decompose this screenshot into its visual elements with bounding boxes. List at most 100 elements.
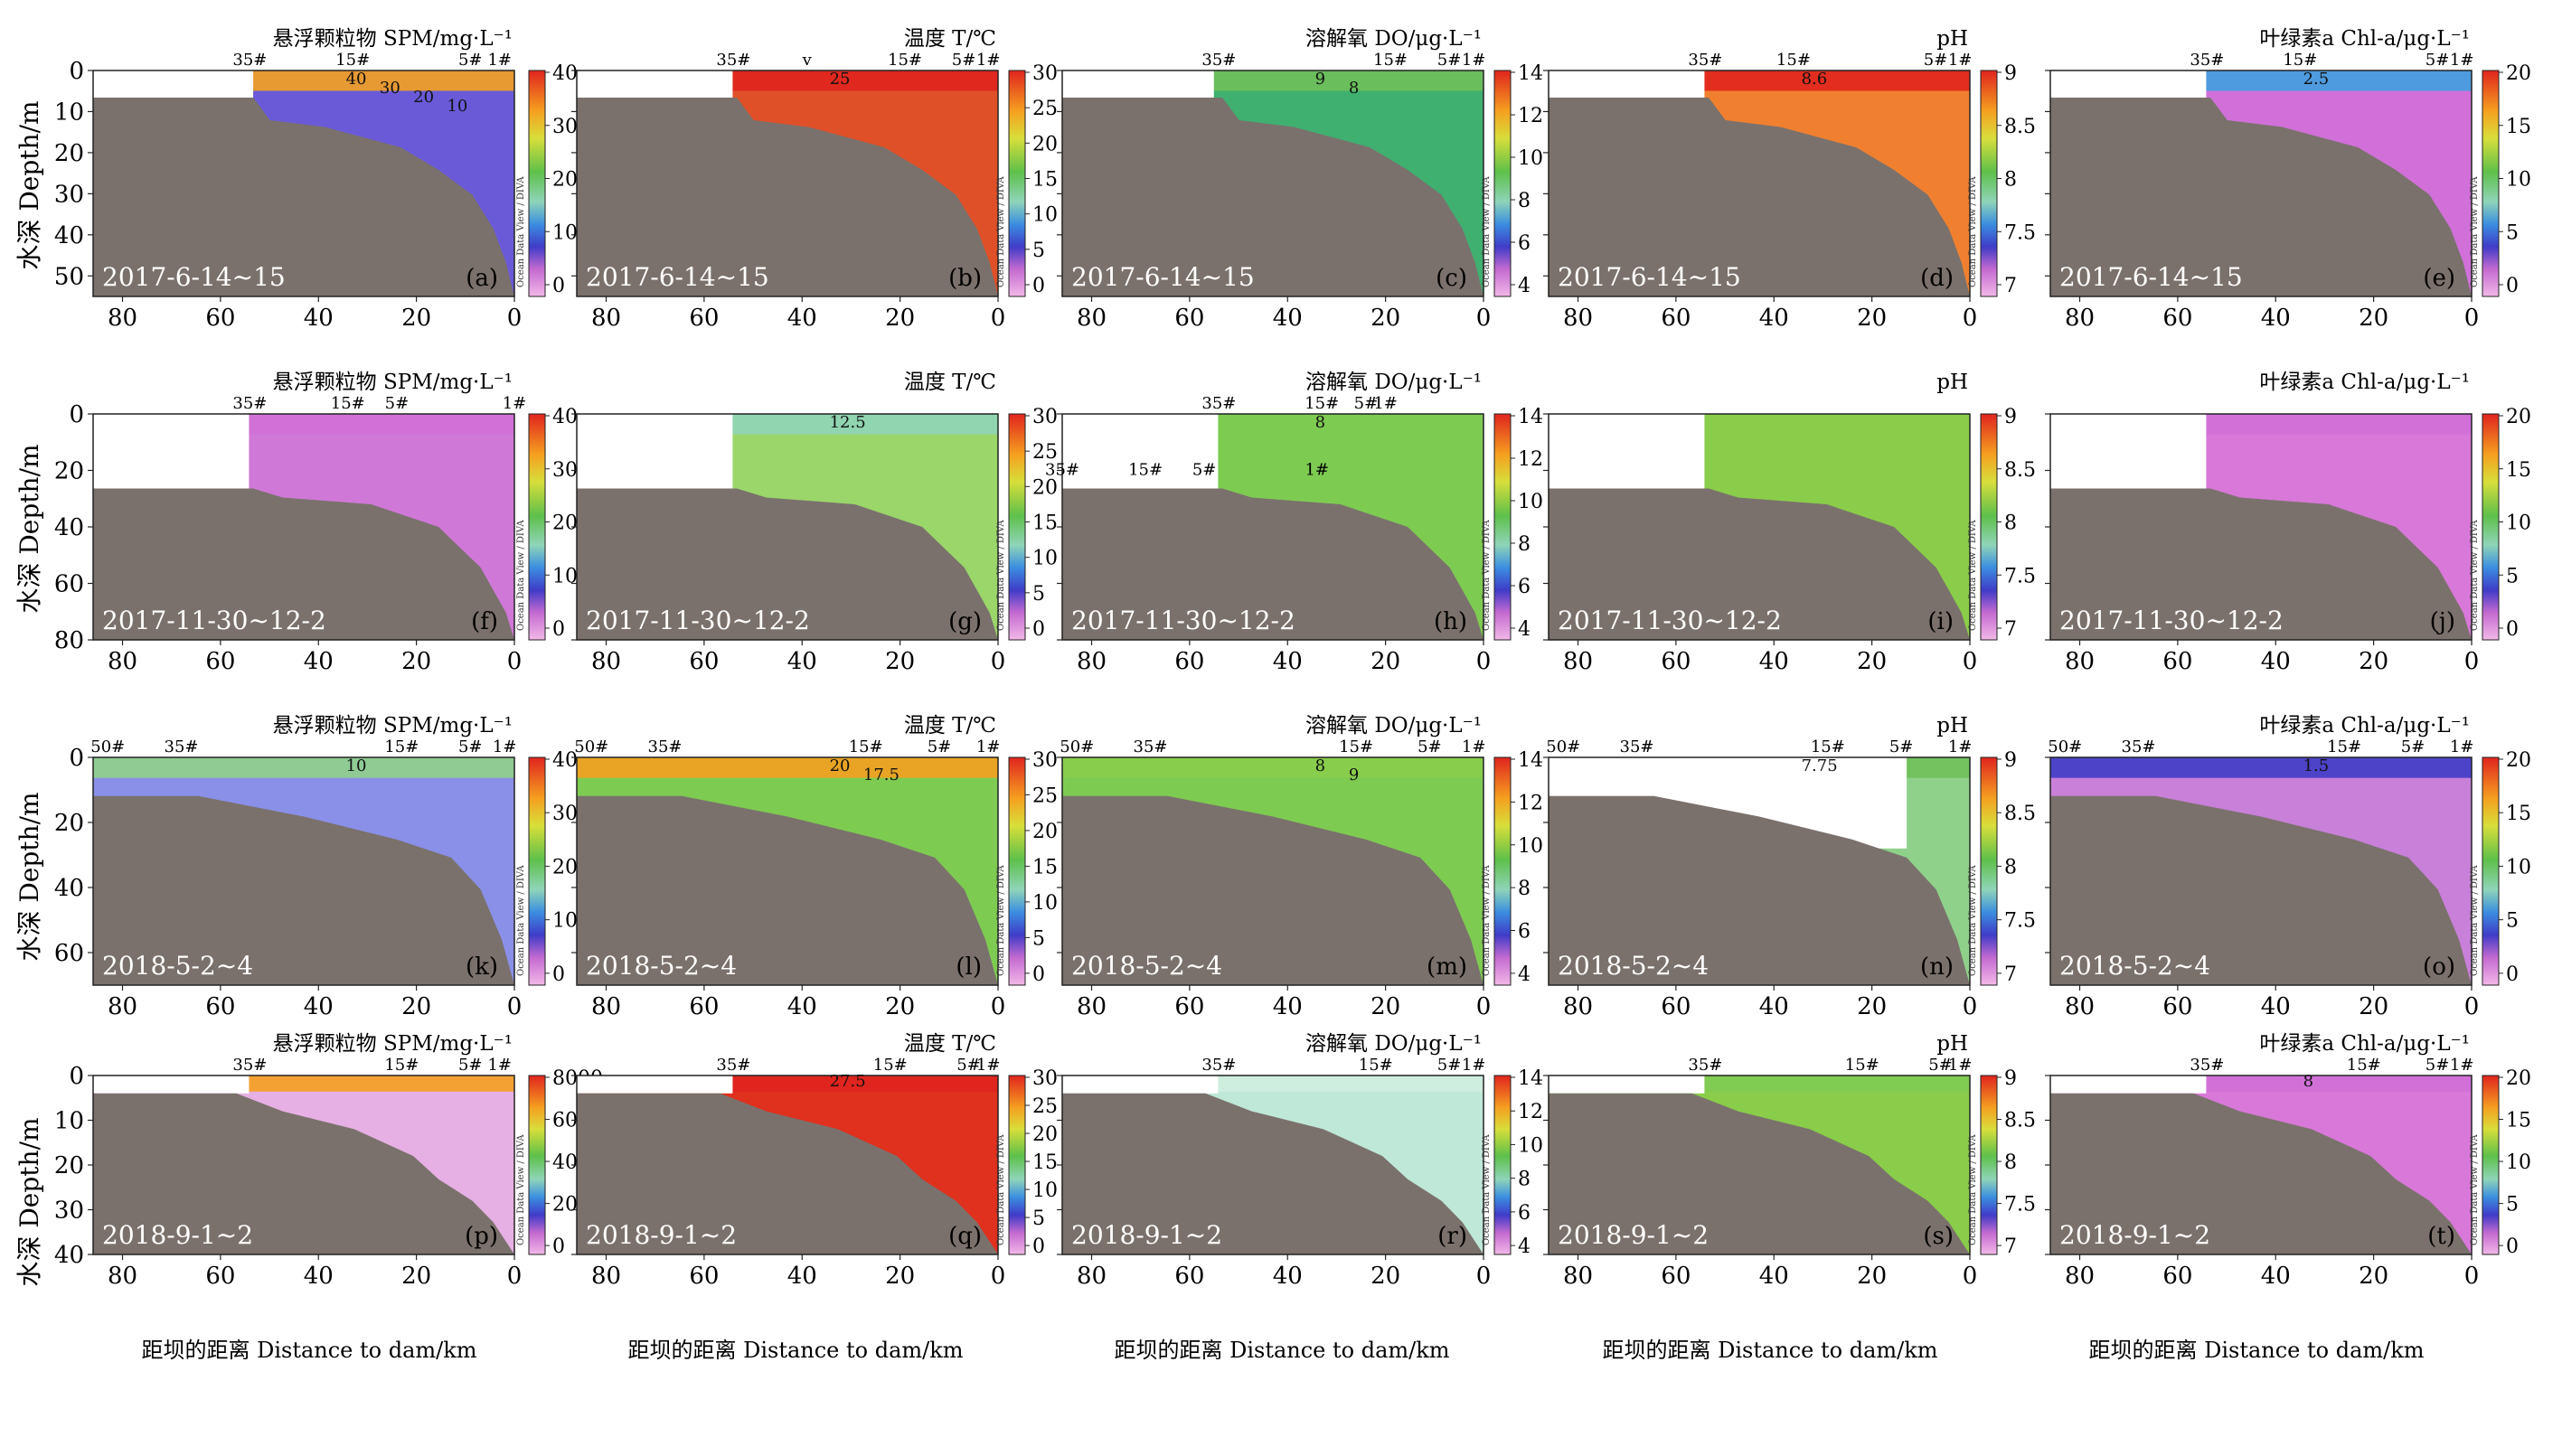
watermark: Ocean Data View / DIVA [996,865,1006,976]
colorbar-label: 8.5 [2004,1110,2036,1132]
colorbar-label: 20 [1032,1123,1058,1146]
contour-label: 17.5 [863,766,900,784]
x-tick-label: 0 [1963,993,1978,1020]
station-label: 35# [716,51,750,70]
contour-label: 2.5 [2303,70,2330,89]
station-label: 35# [2122,737,2156,756]
station-label: 35# [232,1056,267,1075]
panel-date: 2018-9-1~2 [102,1220,253,1250]
contour-label: 20 [413,88,434,107]
x-tick-label: 60 [1661,993,1691,1020]
no-data-region [1549,1076,1705,1094]
x-tick-label: 20 [1370,993,1400,1020]
station-label: 5# [1437,51,1462,70]
colorbar-label: 5 [1032,240,1045,262]
colorbar-label: 14 [1518,406,1543,428]
colorbar-label: 0 [2506,963,2519,986]
station-label: 5# [2425,1056,2450,1075]
contour-label: 8 [1315,756,1325,775]
panel-date: 2017-11-30~12-2 [586,606,810,635]
no-data-region [577,414,733,489]
colorbar-label: 0 [1032,275,1045,297]
x-tick-label: 40 [304,993,334,1020]
station-label: 15# [1811,737,1845,756]
x-tick-label: 40 [304,648,334,675]
colorbar-label: 20 [552,512,578,535]
colorbar-label: 15 [2506,116,2531,138]
no-data-region [1549,70,1705,102]
colorbar-label: 20 [2506,749,2531,772]
panel-f: 35# 15# 5# 1#悬浮颗粒物 SPM/mg·L⁻¹ 2017-11-30~12-… [54,371,578,675]
station-label: 35# [2190,1056,2224,1075]
x-tick-label: 20 [401,648,431,675]
panel-title: 溶解氧 DO/μg·L⁻¹ [1305,714,1482,737]
colorbar-label: 4 [1518,618,1531,641]
panel-title: 溶解氧 DO/μg·L⁻¹ [1305,1032,1482,1056]
panel-letter: (e) [2423,265,2455,292]
x-tick-label: 0 [1963,1263,1978,1290]
x-tick-label: 80 [1563,305,1593,332]
y-tick-label: 0 [69,401,84,428]
x-tick-label: 0 [507,648,523,675]
riverbed [577,98,998,296]
colorbar-label: 10 [1032,892,1058,915]
panel-o: 1.5 50# 35# 15# 5# 1#叶绿素a Chl-a/μg·L⁻¹ 2018-5-… [2045,714,2531,1020]
panel-letter: (q) [948,1223,982,1250]
no-data-region [1062,70,1214,98]
station-label: 35# [232,51,267,70]
x-tick-label: 20 [1857,1263,1887,1290]
x-tick-label: 20 [1857,993,1887,1020]
x-tick-label: 20 [1857,305,1887,332]
colorbar-label: 5 [2506,565,2519,587]
x-tick-label: 40 [2261,648,2291,675]
panel-letter: (k) [466,953,498,981]
station-label: 35# [716,1056,750,1075]
station-label: 1# [1462,737,1486,756]
panel-date: 2017-11-30~12-2 [1071,606,1295,635]
colorbar-label: 20 [2506,62,2531,85]
x-tick-label: 80 [2065,305,2095,332]
station-label: 5# [952,51,976,70]
station-label: 1# [1373,394,1398,413]
panel-frame [1061,70,1484,297]
colorbar-label: 10 [552,910,578,933]
panel-letter: (j) [2430,608,2455,635]
colorbar-label: 10 [1518,491,1543,513]
station-label: 35# [1688,1056,1722,1075]
contour-label: 10 [447,97,467,116]
contour-label: 1.5 [2303,756,2330,775]
colorbar-label: 15 [2506,803,2531,825]
x-tick-label: 80 [591,648,621,675]
panel-frame [2049,756,2473,986]
colorbar-label: 5 [1032,583,1045,606]
colorbar-label: 0 [1032,1235,1045,1258]
station-label: 5# [1924,51,1948,70]
riverbed [93,488,514,640]
colorbar-label: 15 [1032,856,1058,878]
panel-letter: (l) [956,953,982,981]
riverbed [2050,98,2472,296]
colorbar-label: 7.5 [2004,221,2036,244]
station-label: 35# [648,737,683,756]
panel-l: 20 17.5 50# 35# 15# 5# 1#温度 T/℃ 2018-5-2~4 (l) 80… [571,714,1058,1020]
panel-title: 温度 T/℃ [904,1032,996,1056]
panel-letter: (r) [1437,1223,1467,1250]
station-label: 5# [1192,461,1217,480]
colorbar-label: 0 [552,275,565,297]
x-tick-label: 20 [1370,305,1400,332]
colorbar-label: 15 [1032,169,1058,192]
colorbar-label: 8 [2004,512,2017,535]
x-tick-label: 40 [1759,993,1789,1020]
x-tick-label: 60 [689,1263,719,1290]
riverbed [93,795,514,985]
colorbar [1493,756,1512,986]
station-label: 1# [2450,51,2474,70]
colorbar-label: 25 [1032,784,1058,807]
colorbar-label: 7.5 [2004,1194,2036,1216]
colorbar-label: 12 [1518,448,1543,471]
colorbar-label: 6 [1518,576,1531,598]
riverbed [2050,795,2472,985]
colorbar-label: 10 [1518,1134,1543,1157]
riverbed [1062,795,1484,985]
